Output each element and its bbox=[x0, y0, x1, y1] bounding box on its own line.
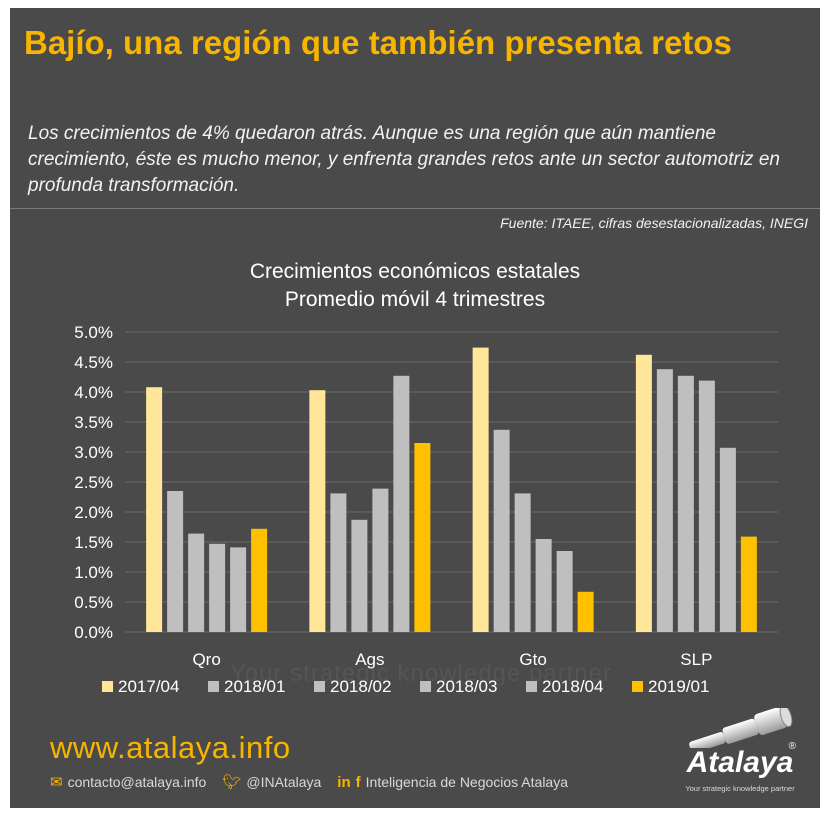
social-name-link[interactable]: Inteligencia de Negocios Atalaya bbox=[365, 774, 568, 790]
legend-label: 2018/02 bbox=[330, 677, 391, 696]
chart-title-line2: Promedio móvil 4 trimestres bbox=[284, 288, 546, 311]
bar bbox=[393, 375, 410, 632]
y-tick-label: 1.0% bbox=[74, 563, 113, 582]
linkedin-icon: in bbox=[337, 773, 351, 791]
bar bbox=[656, 369, 673, 632]
telescope-icon bbox=[689, 704, 793, 754]
legend-swatch bbox=[102, 681, 113, 692]
bar bbox=[472, 347, 489, 632]
bar bbox=[635, 354, 652, 632]
y-tick-label: 2.5% bbox=[74, 473, 113, 492]
website-link[interactable]: www.atalaya.info bbox=[50, 730, 291, 765]
source-note: Fuente: ITAEE, cifras desestacionalizada… bbox=[500, 215, 808, 231]
bar bbox=[514, 493, 531, 632]
legend-swatch bbox=[420, 681, 431, 692]
legend-label: 2019/01 bbox=[648, 677, 709, 696]
legend-label: 2018/04 bbox=[542, 677, 603, 696]
contact-line: ✉ contacto@atalaya.info 🐦︎ @INAtalaya in… bbox=[50, 773, 568, 792]
bar bbox=[677, 375, 694, 632]
page-title: Bajío, una región que también presenta r… bbox=[24, 24, 732, 61]
bar bbox=[719, 447, 736, 632]
atalaya-logo: Atalaya ® Your strategic knowledge partn… bbox=[670, 704, 810, 803]
bar bbox=[146, 387, 163, 632]
y-tick-label: 3.5% bbox=[74, 413, 113, 432]
bar bbox=[535, 539, 552, 632]
bar bbox=[309, 390, 326, 632]
legend-label: 2018/03 bbox=[436, 677, 497, 696]
legend-swatch bbox=[632, 681, 643, 692]
bar bbox=[230, 547, 247, 632]
bar bbox=[251, 528, 268, 632]
bar bbox=[167, 491, 184, 632]
registered-mark: ® bbox=[788, 741, 796, 752]
bar bbox=[493, 429, 510, 632]
page-subtitle: Los crecimientos de 4% quedaron atrás. A… bbox=[28, 123, 780, 196]
bar bbox=[577, 591, 594, 632]
logo-tagline: Your strategic knowledge partner bbox=[685, 784, 795, 793]
bar bbox=[556, 551, 573, 632]
bar bbox=[740, 536, 757, 632]
legend-label: 2017/04 bbox=[118, 677, 179, 696]
y-tick-label: 2.0% bbox=[74, 503, 113, 522]
legend-swatch bbox=[314, 681, 325, 692]
y-tick-label: 4.0% bbox=[74, 383, 113, 402]
twitter-link[interactable]: @INAtalaya bbox=[246, 774, 322, 790]
bar bbox=[351, 519, 368, 632]
bar bbox=[414, 443, 431, 632]
bar bbox=[330, 493, 347, 632]
infographic-card: Bajío, una región que también presenta r… bbox=[10, 8, 820, 808]
bar bbox=[372, 488, 389, 632]
x-tick-label: Qro bbox=[192, 650, 220, 669]
x-tick-label: Ags bbox=[355, 650, 384, 669]
bar bbox=[698, 380, 715, 632]
x-tick-label: Gto bbox=[519, 650, 546, 669]
divider bbox=[10, 208, 820, 209]
y-tick-label: 3.0% bbox=[74, 443, 113, 462]
legend-swatch bbox=[526, 681, 537, 692]
envelope-icon: ✉ bbox=[50, 774, 63, 791]
chart-title: Crecimientos económicos estatales Promed… bbox=[10, 258, 820, 314]
legend-label: 2018/01 bbox=[224, 677, 285, 696]
chart-title-line1: Crecimientos económicos estatales bbox=[249, 260, 581, 283]
email-link[interactable]: contacto@atalaya.info bbox=[67, 774, 207, 790]
y-tick-label: 0.0% bbox=[74, 623, 113, 642]
y-tick-label: 1.5% bbox=[74, 533, 113, 552]
logo-wordmark: Atalaya bbox=[686, 746, 794, 779]
twitter-icon: 🐦︎ bbox=[222, 774, 242, 791]
legend-swatch bbox=[208, 681, 219, 692]
bar-chart: 0.0% 0.5% 1.0% 1.5% 2.0% 2.5% 3.0% 3.5% 4.0% 4.5%… bbox=[74, 323, 778, 696]
x-tick-label: SLP bbox=[680, 650, 712, 669]
bar bbox=[188, 533, 205, 632]
y-tick-label: 0.5% bbox=[74, 593, 113, 612]
bar bbox=[209, 543, 226, 632]
y-tick-label: 4.5% bbox=[74, 353, 113, 372]
facebook-icon: f bbox=[355, 773, 361, 791]
y-tick-label: 5.0% bbox=[74, 323, 113, 342]
